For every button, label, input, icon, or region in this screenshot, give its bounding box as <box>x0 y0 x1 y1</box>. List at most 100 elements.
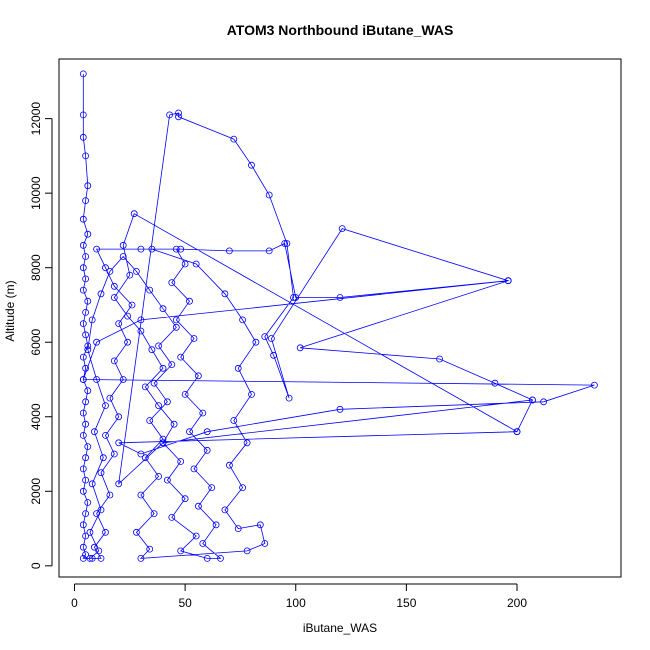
x-tick-label: 50 <box>178 596 192 610</box>
data-point <box>82 454 89 462</box>
data-point <box>175 113 182 121</box>
data-point <box>221 290 229 298</box>
data-point <box>115 439 123 447</box>
data-point <box>102 402 109 410</box>
data-point <box>203 428 211 436</box>
data-point <box>175 109 182 117</box>
data-point <box>93 338 100 346</box>
data-point <box>170 420 178 428</box>
data-point <box>97 290 105 298</box>
y-tick-label: 12000 <box>29 102 43 136</box>
data-point <box>130 210 138 218</box>
data-point <box>137 316 145 324</box>
data-point <box>93 510 100 517</box>
data-point <box>168 361 176 369</box>
data-point <box>79 70 87 78</box>
data-point <box>97 469 105 477</box>
data-point <box>82 331 89 339</box>
data-point <box>338 225 346 233</box>
data-point <box>82 510 89 517</box>
data-point <box>265 247 273 255</box>
data-point <box>285 394 293 402</box>
data-point <box>115 480 123 488</box>
data-point <box>79 431 87 439</box>
y-axis-label: Altitude (m) <box>3 280 17 341</box>
y-axis: 0 2000 4000 6000 8000 10000 12000 <box>29 102 53 569</box>
data-point <box>163 476 171 484</box>
data-point <box>252 338 260 346</box>
data-point <box>283 240 291 247</box>
data-point <box>256 521 264 529</box>
data-point <box>186 428 193 436</box>
data-point <box>225 461 233 469</box>
chart-title: ATOM3 Northbound iButane_WAS <box>227 22 454 38</box>
y-tick-label: 10000 <box>29 176 43 210</box>
data-point <box>177 245 185 253</box>
x-axis-label: iButane_WAS <box>303 621 377 635</box>
data-point <box>248 161 255 169</box>
data-point <box>119 253 127 260</box>
data-point <box>190 465 198 473</box>
data-point <box>82 532 89 540</box>
data-point <box>82 308 89 316</box>
data-point <box>126 271 134 279</box>
data-point <box>248 390 255 398</box>
data-point <box>591 381 598 389</box>
data-point <box>177 353 185 361</box>
data-point <box>163 398 171 406</box>
data-point <box>230 417 238 424</box>
y-tick-label: 4000 <box>29 403 43 430</box>
data-point <box>115 320 123 328</box>
data-point <box>177 458 185 465</box>
data-point <box>540 398 547 406</box>
data-point <box>82 420 89 428</box>
data-point <box>221 506 229 514</box>
data-point <box>82 398 89 406</box>
data-point <box>225 247 233 255</box>
data-point <box>436 355 444 363</box>
plot-frame <box>58 58 622 578</box>
x-tick-label: 200 <box>507 596 527 610</box>
data-point <box>102 528 109 536</box>
data-point <box>267 335 275 342</box>
data-point <box>172 316 180 324</box>
data-point <box>150 379 158 387</box>
data-point <box>82 197 89 205</box>
data-point <box>124 312 131 320</box>
data-point <box>159 435 167 443</box>
data-point <box>491 379 499 387</box>
data-point <box>86 528 94 536</box>
x-axis: 0 50 100 150 200 <box>71 583 527 610</box>
data-point <box>296 344 304 352</box>
data-point <box>84 499 92 506</box>
data-point <box>137 450 145 458</box>
data-point <box>234 364 242 372</box>
data-point <box>141 454 149 462</box>
data-point <box>336 405 344 413</box>
data-point <box>199 540 207 547</box>
data-point <box>159 364 167 372</box>
data-point <box>137 555 145 562</box>
data-point <box>102 431 109 439</box>
data-point <box>155 342 163 350</box>
data-point <box>97 506 105 514</box>
y-tick-label: 6000 <box>29 329 43 356</box>
data-point <box>124 338 131 346</box>
data-point <box>137 245 145 253</box>
data-point <box>79 111 87 119</box>
data-point <box>141 383 149 391</box>
data-point <box>270 351 278 359</box>
data-point <box>79 555 87 562</box>
data-point <box>181 495 189 503</box>
y-tick-label: 0 <box>29 562 43 569</box>
data-point <box>203 446 211 454</box>
data-point <box>84 182 92 190</box>
data-point <box>281 240 289 247</box>
data-point <box>504 277 512 285</box>
data-point <box>84 346 92 354</box>
data-point <box>86 555 94 562</box>
data-point <box>172 323 180 331</box>
data-point <box>82 476 89 484</box>
data-point <box>119 241 127 249</box>
